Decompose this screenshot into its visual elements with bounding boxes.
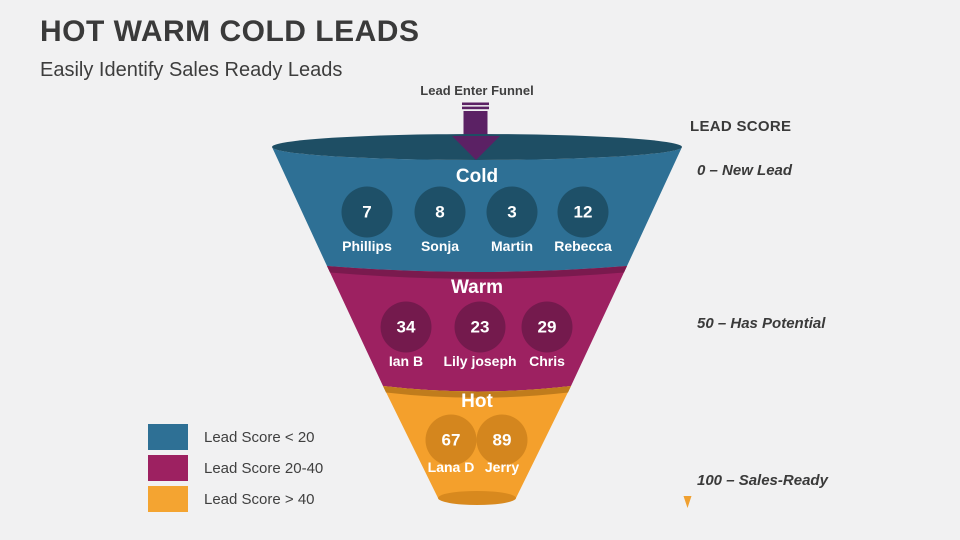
lead-name: Chris [529, 353, 565, 369]
lead-score-value: 29 [537, 317, 557, 336]
lead-circle: 29 [521, 301, 573, 353]
legend-swatch-cold [148, 424, 188, 450]
legend-swatch-warm [148, 455, 188, 481]
lead-score-marker-ready: 100 – Sales-Ready [697, 472, 828, 489]
funnel-entry-label: Lead Enter Funnel [420, 83, 534, 98]
lead-name: Lily joseph [443, 353, 517, 369]
stage-label-hot: Hot [461, 391, 493, 412]
lead-enter-arrow-tip [452, 136, 500, 160]
lead-name: Martin [491, 238, 533, 254]
lead-circle: 23 [454, 301, 506, 353]
lead-score-marker-potential: 50 – Has Potential [697, 315, 826, 332]
lead-score-value: 3 [507, 202, 517, 221]
legend-item-cold: Lead Score < 20 [148, 424, 323, 450]
lead-circle: 12 [557, 186, 609, 238]
funnel-hot-rim [383, 386, 571, 398]
lead-score-value: 8 [435, 202, 445, 221]
lead-score-value: 12 [573, 202, 593, 221]
legend-label: Lead Score > 40 [204, 490, 315, 508]
lead-name: Jerry [484, 459, 520, 475]
funnel-bottom-rim [438, 491, 516, 505]
legend: Lead Score < 20 Lead Score 20-40 Lead Sc… [148, 424, 323, 517]
legend-label: Lead Score < 20 [204, 428, 315, 446]
lead-score-title: LEAD SCORE [690, 118, 792, 135]
legend-item-warm: Lead Score 20-40 [148, 455, 323, 481]
stage-label-cold: Cold [455, 166, 499, 187]
stage-label-warm: Warm [450, 277, 504, 298]
lead-name: Sonja [420, 238, 460, 254]
legend-label: Lead Score 20-40 [204, 459, 324, 477]
lead-name: Rebecca [554, 238, 612, 254]
funnel-warm-rim [327, 266, 627, 279]
lead-circle: 89 [476, 414, 528, 466]
lead-score-value: 89 [492, 430, 512, 449]
lead-name: Phillips [342, 238, 392, 254]
lead-score-value: 67 [441, 430, 461, 449]
funnel-stage-cold [272, 147, 682, 272]
axis-arrowhead-icon [683, 496, 692, 508]
legend-item-hot: Lead Score > 40 [148, 486, 323, 512]
lead-score-value: 23 [470, 317, 490, 336]
lead-score-value: 7 [362, 202, 372, 221]
lead-circle: 8 [414, 186, 466, 238]
page-subtitle: Easily Identify Sales Ready Leads [40, 59, 343, 81]
lead-score-marker-new: 0 – New Lead [697, 162, 793, 179]
lead-circle: 34 [380, 301, 432, 353]
lead-circle: 67 [425, 414, 477, 466]
lead-circle: 7 [341, 186, 393, 238]
legend-swatch-hot [148, 486, 188, 512]
lead-circle: 3 [486, 186, 538, 238]
page-title: HOT WARM COLD LEADS [40, 15, 420, 48]
lead-name: Lana D [427, 459, 475, 475]
lead-score-value: 34 [396, 317, 416, 336]
lead-name: Ian B [388, 353, 424, 369]
